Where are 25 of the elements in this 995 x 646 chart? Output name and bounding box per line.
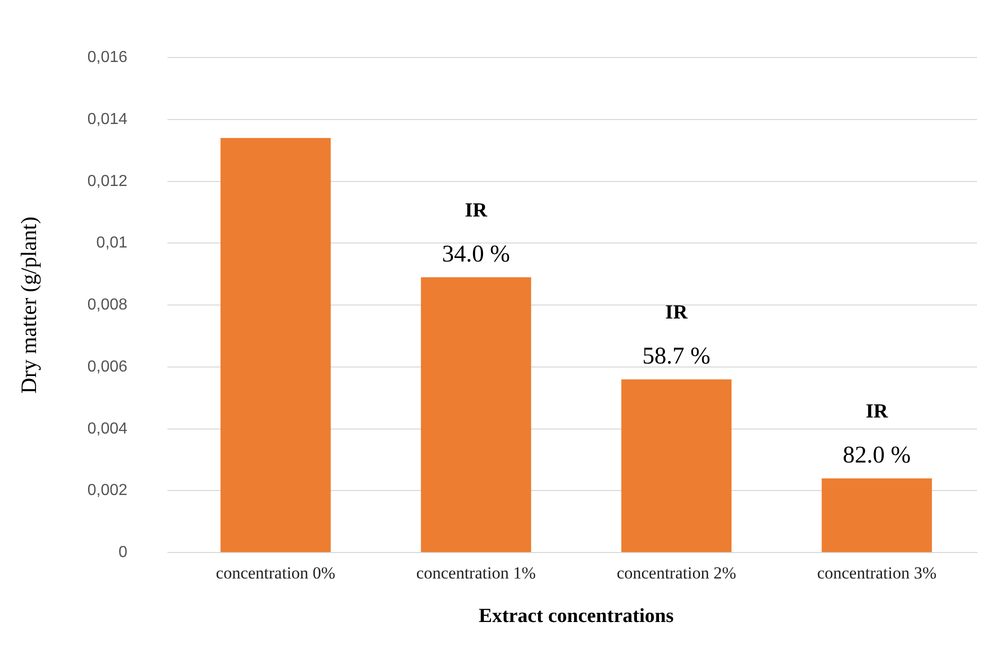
bar	[220, 138, 331, 552]
x-tick-label: concentration 2%	[616, 563, 736, 582]
annotation: IR	[464, 199, 488, 222]
x-tick-label: concentration 1%	[416, 563, 536, 582]
x-tick-label: concentration 0%	[216, 563, 336, 582]
y-tick-label: 0,006	[87, 358, 128, 376]
y-tick-label: 0,016	[87, 49, 128, 66]
annotation: 82.0 %	[842, 442, 911, 469]
y-tick-label: 0,008	[87, 296, 128, 314]
y-tick-label: 0,004	[87, 420, 128, 438]
annotation: IR	[866, 400, 888, 423]
y-tick-label: 0,002	[87, 482, 128, 500]
bar	[621, 379, 732, 552]
y-tick-label: 0	[118, 544, 128, 562]
bar	[420, 277, 532, 552]
bar	[822, 478, 932, 552]
x-tick-label: concentration 3%	[817, 563, 937, 582]
y-tick-label: 0,012	[87, 172, 128, 190]
annotation: IR	[665, 302, 688, 324]
y-tick-label: 0,014	[87, 110, 128, 128]
y-tick-label: 0,01	[96, 234, 128, 252]
annotation: 34.0 %	[442, 242, 510, 268]
annotation: 58.7 %	[642, 344, 710, 370]
y-axis-title: Dry matter (g/plant)	[16, 216, 41, 394]
x-axis-title: Extract concentrations	[478, 605, 674, 628]
